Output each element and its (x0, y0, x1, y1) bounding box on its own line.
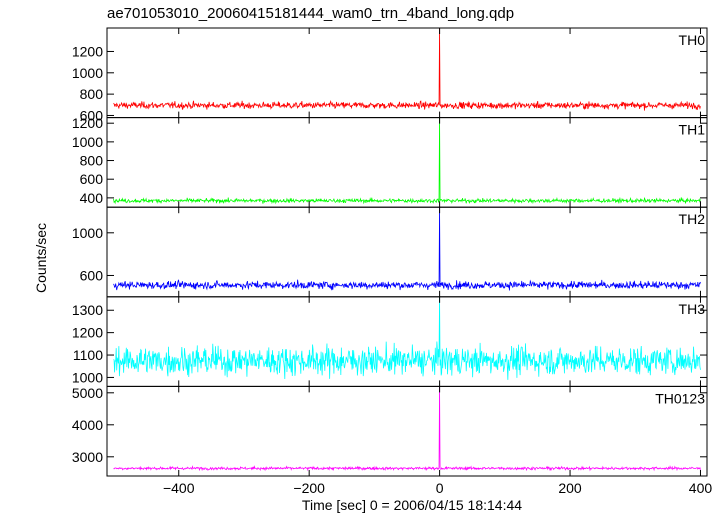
series-line-th0123 (113, 386, 701, 472)
y-axis-title: Counts/sec (33, 223, 49, 293)
x-tick-label: 400 (689, 480, 713, 496)
series-line-th1 (113, 117, 701, 205)
y-tick-label: 600 (80, 171, 104, 187)
panel-th0123: 3000 4000 5000 TH0123 (72, 385, 708, 477)
y-tick-label: 1000 (72, 134, 103, 150)
series-line-th0 (113, 27, 701, 111)
y-tick-label: 600 (80, 267, 104, 283)
panel-frame (106, 117, 708, 208)
y-tick-label: 1200 (72, 43, 103, 59)
x-tick-label: 0 (436, 480, 444, 496)
y-tick-label: 1200 (72, 115, 103, 131)
y-tick-label: 1100 (73, 347, 103, 363)
panel-label-th0123: TH0123 (655, 390, 705, 406)
panel-th3: 1000 1100 1200 1300 TH3 (72, 296, 708, 387)
y-tick-label: 4000 (72, 417, 103, 433)
panel-th2: 600 1000 TH2 (72, 206, 708, 298)
y-tick-label: 800 (80, 153, 104, 169)
x-tick-label: −200 (293, 480, 325, 496)
series-line-th2 (113, 207, 701, 291)
x-axis: −400 −200 0 200 400 (163, 480, 712, 496)
panel-frame (106, 385, 708, 477)
panel-label-th3: TH3 (679, 301, 706, 317)
panel-th0: 600 800 1000 1200 TH0 (72, 27, 708, 123)
y-tick-label: 1000 (72, 225, 103, 241)
panel-th1: 400 600 800 1000 1200 TH1 (72, 115, 708, 208)
y-tick-label: 1200 (72, 325, 103, 341)
y-tick-label: 3000 (72, 449, 103, 465)
y-tick-label: 1300 (72, 302, 103, 318)
y-tick-label: 5000 (72, 385, 103, 401)
y-tick-label: 800 (80, 86, 104, 102)
y-tick-label: 1000 (72, 65, 103, 81)
x-tick-label: 200 (558, 480, 582, 496)
y-tick-label: 400 (80, 190, 104, 206)
y-tick-label: 600 (80, 107, 104, 123)
x-axis-title: Time [sec] 0 = 2006/04/15 18:14:44 (302, 497, 522, 513)
chart-title: ae701053010_20060415181444_wam0_trn_4ban… (107, 5, 514, 22)
panel-frame (106, 296, 708, 387)
panel-label-th2: TH2 (679, 211, 706, 227)
x-tick-label: −400 (163, 480, 195, 496)
panel-label-th1: TH1 (679, 122, 706, 138)
panel-label-th0: TH0 (679, 32, 706, 48)
y-tick-label: 1000 (72, 369, 103, 385)
series-line-th3 (113, 296, 701, 380)
